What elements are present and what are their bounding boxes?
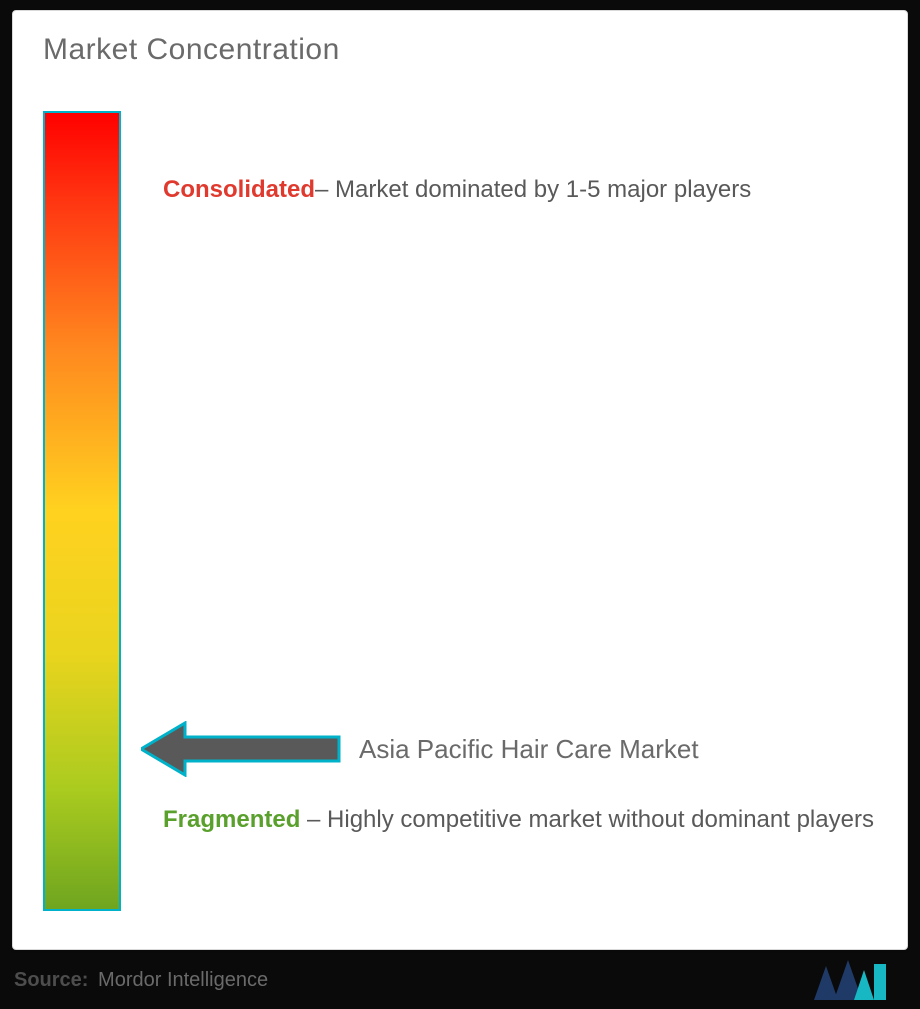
logo-shape-right2 xyxy=(874,964,886,1000)
fragmented-label: Fragmented – Highly competitive market w… xyxy=(163,801,883,838)
arrow-left-icon xyxy=(141,721,341,777)
logo-icon xyxy=(814,960,886,1000)
source-label: Source: xyxy=(14,969,88,991)
concentration-gradient-bar xyxy=(43,111,121,911)
fragmented-description: – Highly competitive market without domi… xyxy=(300,806,874,833)
market-name-label: Asia Pacific Hair Care Market xyxy=(359,734,699,765)
logo-shape-right1 xyxy=(854,970,874,1000)
footer: Source: Mordor Intelligence xyxy=(14,960,906,1000)
arrow-shape xyxy=(141,723,339,775)
chart-title: Market Concentration xyxy=(43,33,340,67)
logo-shape-left xyxy=(814,966,838,1000)
source-value: Mordor Intelligence xyxy=(98,969,268,991)
source-attribution: Source: Mordor Intelligence xyxy=(14,969,268,992)
infographic-card: Market Concentration Consolidated– Marke… xyxy=(12,10,908,950)
consolidated-description: – Market dominated by 1-5 major players xyxy=(315,176,751,203)
fragmented-lead-word: Fragmented xyxy=(163,806,300,833)
consolidated-lead-word: Consolidated xyxy=(163,176,315,203)
consolidated-label: Consolidated– Market dominated by 1-5 ma… xyxy=(163,171,863,208)
market-position-marker: Asia Pacific Hair Care Market xyxy=(141,721,699,777)
brand-logo xyxy=(814,960,886,1000)
